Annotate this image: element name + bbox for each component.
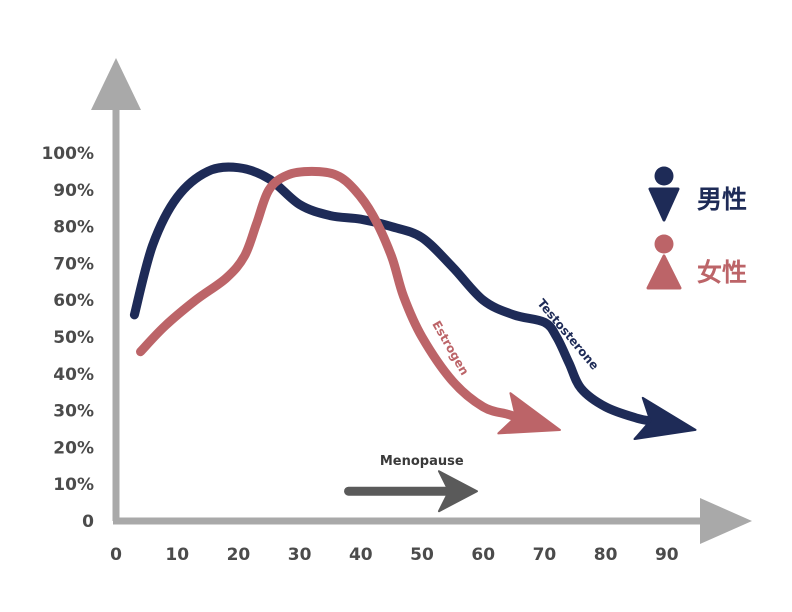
- estrogen-label: Estrogen: [429, 318, 471, 377]
- y-axis-arrowhead: [91, 58, 141, 110]
- x-tick-label: 60: [471, 545, 495, 565]
- x-tick-label: 50: [410, 545, 434, 565]
- axes: [91, 58, 752, 544]
- x-tick-label: 10: [165, 545, 189, 565]
- female-icon-head: [654, 234, 674, 254]
- x-axis-ticks: 0 10 20 30 40 50 60 70 80 90: [110, 545, 679, 565]
- menopause-annotation: Menopause: [344, 454, 478, 513]
- testosterone-line: [129, 162, 660, 427]
- x-tick-label: 90: [655, 545, 679, 565]
- x-tick-label: 70: [533, 545, 557, 565]
- x-tick-label: 0: [110, 545, 122, 565]
- male-icon: [648, 187, 680, 222]
- y-tick-label: 30%: [53, 402, 94, 422]
- y-axis-ticks: 0 10% 20% 30% 40% 50% 60% 70% 80% 90% 100%: [41, 144, 94, 532]
- y-tick-label: 70%: [53, 254, 94, 274]
- estrogen-arrowhead: [497, 392, 561, 435]
- legend-label-female: 女性: [697, 258, 747, 287]
- y-tick-label: 20%: [53, 438, 94, 458]
- x-tick-label: 30: [288, 545, 312, 565]
- estrogen-line: [136, 166, 525, 423]
- y-tick-label: 0: [82, 512, 94, 532]
- y-tick-label: 10%: [53, 475, 94, 495]
- y-tick-label: 60%: [53, 291, 94, 311]
- female-icon: [646, 254, 682, 290]
- x-tick-label: 40: [349, 545, 373, 565]
- y-tick-label: 50%: [53, 328, 94, 348]
- x-axis-arrowhead: [700, 498, 752, 544]
- y-tick-label: 80%: [53, 218, 94, 238]
- y-tick-label: 100%: [41, 144, 94, 164]
- x-tick-label: 20: [227, 545, 251, 565]
- legend-label-male: 男性: [697, 185, 747, 214]
- x-tick-label: 80: [594, 545, 618, 565]
- menopause-arrowhead: [437, 470, 478, 513]
- testosterone-arrowhead: [633, 396, 697, 441]
- male-icon-head: [654, 166, 674, 186]
- menopause-label: Menopause: [380, 454, 464, 469]
- y-tick-label: 90%: [53, 181, 94, 201]
- y-tick-label: 40%: [53, 365, 94, 385]
